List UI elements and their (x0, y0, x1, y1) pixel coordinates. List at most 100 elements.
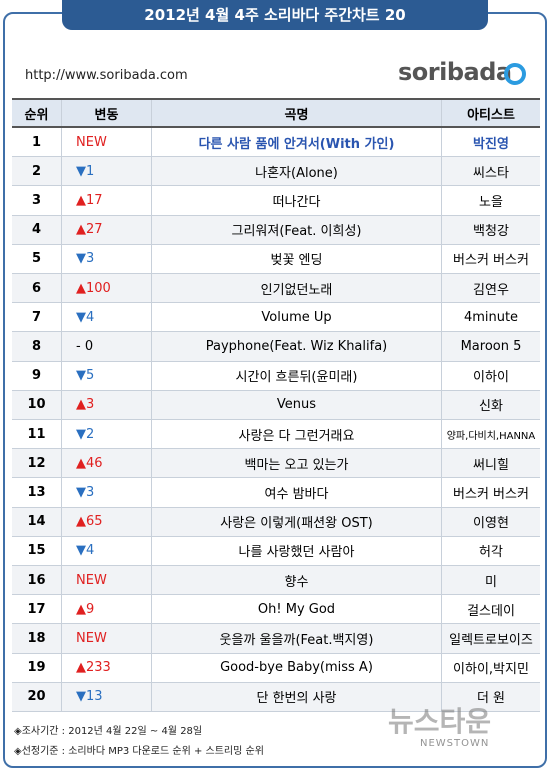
change: - 0 (62, 332, 152, 361)
song: 벚꽃 엔딩 (152, 244, 442, 273)
table-row: 18 NEW 웃을까 울을까(Feat.백지영) 일렉트로보이즈 (12, 624, 540, 654)
artist: 미 (485, 574, 497, 590)
artist: 더 원 (476, 691, 506, 707)
rank: 15 (12, 536, 62, 565)
table-row: 8- 0 Payphone(Feat. Wiz Khalifa) Maroon 5 (12, 332, 540, 362)
artist: 백청강 (473, 224, 509, 240)
rank: 17 (12, 595, 62, 624)
table-row: 3 ▲17 떠나간다 노을 (12, 186, 540, 216)
table-row: 9 ▼5 시간이 흐른뒤(윤미래) 이하이 (12, 361, 540, 391)
table-row: 1 NEW 다른 사람 품에 안겨서(With 가인) 박진영 (12, 128, 540, 158)
change: ▲27 (62, 215, 152, 244)
rank: 16 (12, 566, 62, 595)
rank: 9 (12, 361, 62, 390)
rank: 13 (12, 478, 62, 507)
watermark: 뉴스타운 (388, 705, 492, 738)
artist: 박진영 (473, 136, 509, 152)
change: ▼4 (62, 303, 152, 332)
table-row: 15 ▼4 나를 사랑했던 사람아 허각 (12, 536, 540, 566)
song: 사랑은 이렇게(패션왕 OST) (152, 507, 442, 536)
change: NEW (62, 128, 152, 157)
change: ▼1 (62, 157, 152, 186)
change: ▼2 (62, 420, 152, 449)
logo-ring (504, 63, 526, 85)
rank: 12 (12, 449, 62, 478)
song: 그리워져(Feat. 이희성) (152, 215, 442, 244)
artist: 노을 (479, 194, 503, 210)
table-row: 14 ▲65 사랑은 이렇게(패션왕 OST) 이영현 (12, 507, 540, 537)
table-row: 5 ▼3 벚꽃 엔딩 버스커 버스커 (12, 244, 540, 274)
url[interactable]: http://www.soribada.com (25, 68, 188, 83)
change: ▲46 (62, 449, 152, 478)
table-row: 20 ▼13 단 한번의 사랑 더 원 (12, 682, 540, 712)
artist: 4minute (463, 309, 519, 325)
header-row: 순위 변동 곡명 아티스트 (12, 98, 540, 128)
header-cell: 순위 (12, 100, 62, 126)
song: 떠나간다 (152, 186, 442, 215)
song: 백마는 오고 있는가 (152, 449, 442, 478)
header-cell: 곡명 (152, 100, 442, 126)
change: ▲9 (62, 595, 152, 624)
song: Volume Up (152, 303, 442, 332)
artist: 양파,다비치,HANNA (446, 430, 536, 442)
song: 나혼자(Alone) (152, 157, 442, 186)
change: ▼4 (62, 536, 152, 565)
table-row: 4 ▲27 그리워져(Feat. 이희성) 백청강 (12, 215, 540, 245)
artist: 이하이,박지민 (453, 662, 529, 678)
table-row: 11 ▼2 사랑은 다 그런거래요 양파,다비치,HANNA (12, 420, 540, 450)
rank: 7 (12, 303, 62, 332)
artist: Maroon 5 (460, 338, 522, 354)
song: 여수 밤바다 (152, 478, 442, 507)
change: ▼3 (62, 478, 152, 507)
header-cell: 아티스트 (467, 107, 515, 123)
change: ▲3 (62, 390, 152, 419)
table-row: 12 ▲46 백마는 오고 있는가 써니힐 (12, 449, 540, 479)
artist: 신화 (479, 399, 503, 415)
artist: 일렉트로보이즈 (449, 632, 533, 648)
change: ▲233 (62, 653, 152, 682)
table-row: 2 ▼1 나혼자(Alone) 씨스타 (12, 157, 540, 187)
rank: 20 (12, 682, 62, 711)
logo: soribada (398, 58, 512, 86)
rank: 10 (12, 390, 62, 419)
table-row: 13 ▼3 여수 밤바다 버스커 버스커 (12, 478, 540, 508)
song: 향수 (152, 566, 442, 595)
change: NEW (62, 624, 152, 653)
song: 단 한번의 사랑 (152, 682, 442, 711)
rank: 1 (12, 128, 62, 157)
artist: 버스커 버스커 (453, 253, 529, 269)
table-row: 17 ▲9 Oh! My God 걸스데이 (12, 595, 540, 625)
note: ◈조사기간 : 2012년 4월 22일 ~ 4월 28일 (14, 726, 203, 737)
artist: 써니힐 (473, 457, 509, 473)
song: 나를 사랑했던 사람아 (152, 536, 442, 565)
song: Good-bye Baby(miss A) (152, 653, 442, 682)
song: 웃을까 울을까(Feat.백지영) (152, 624, 442, 653)
rank: 11 (12, 420, 62, 449)
note: ◈선정기준 : 소리바다 MP3 다운로드 순위 + 스트리밍 순위 (14, 746, 264, 757)
rank: 14 (12, 507, 62, 536)
title: 2012년 4월 4주 소리바다 주간차트 20 (62, 0, 488, 30)
artist: 걸스데이 (467, 603, 515, 619)
change: ▼13 (62, 682, 152, 711)
change: ▲65 (62, 507, 152, 536)
song: Venus (152, 390, 442, 419)
change: ▼3 (62, 244, 152, 273)
song: Oh! My God (152, 595, 442, 624)
song: 사랑은 다 그런거래요 (152, 420, 442, 449)
song: Payphone(Feat. Wiz Khalifa) (152, 332, 442, 361)
table-row: 6 ▲100 인기없던노래 김연우 (12, 274, 540, 304)
rank: 4 (12, 215, 62, 244)
rank: 18 (12, 624, 62, 653)
change: ▼5 (62, 361, 152, 390)
table-row: 7 ▼4 Volume Up 4minute (12, 303, 540, 333)
change: ▲100 (62, 274, 152, 303)
song: 인기없던노래 (152, 274, 442, 303)
rank: 8 (12, 332, 62, 361)
watermark-sub: NEWSTOWN (420, 738, 490, 749)
table-row: 10 ▲3 Venus 신화 (12, 390, 540, 420)
artist: 김연우 (473, 282, 509, 298)
artist: 버스커 버스커 (453, 486, 529, 502)
artist: 이영현 (473, 516, 509, 532)
change: ▲17 (62, 186, 152, 215)
